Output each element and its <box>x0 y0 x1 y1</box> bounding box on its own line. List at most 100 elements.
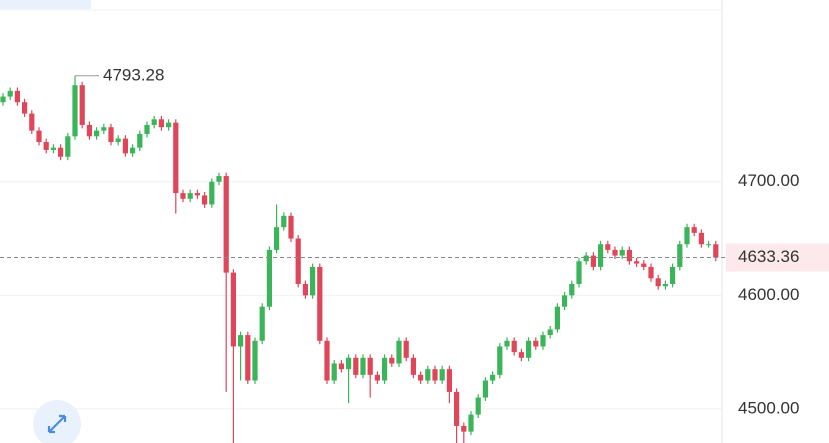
candle-body <box>187 193 193 199</box>
expand-icon[interactable] <box>47 414 67 434</box>
candle-body <box>648 266 654 279</box>
candle-body <box>65 136 71 157</box>
candle-body <box>346 357 352 370</box>
candle-body <box>598 244 604 267</box>
candle-body <box>295 238 301 284</box>
y-tick-label: 4700.00 <box>738 171 799 190</box>
candle-body <box>713 244 719 258</box>
candle-body <box>173 122 179 194</box>
candle-body <box>670 266 676 284</box>
candle-body <box>158 119 164 128</box>
candle-body <box>137 134 143 148</box>
candle-body <box>130 147 136 154</box>
candle-body <box>562 295 568 307</box>
candle-body <box>533 340 539 347</box>
expand-bg[interactable] <box>33 400 81 443</box>
last-price-label: 4633.36 <box>738 247 799 266</box>
candle-body <box>324 340 330 381</box>
candle-body <box>439 369 445 381</box>
candle-body <box>605 244 611 250</box>
candle-body <box>94 130 100 137</box>
candle-body <box>122 138 128 154</box>
candle-body <box>547 329 553 336</box>
max-label: 4793.28 <box>103 65 164 84</box>
candle-body <box>418 374 424 381</box>
candle-body <box>238 335 244 347</box>
candle-body <box>475 397 481 415</box>
candle-body <box>151 119 157 125</box>
candle-body <box>677 244 683 267</box>
candle-body <box>58 147 64 157</box>
candle-body <box>79 85 85 125</box>
candle-body <box>511 340 517 353</box>
candle-body <box>209 181 215 205</box>
candle-body <box>0 96 6 103</box>
candle-body <box>86 124 92 137</box>
candle-body <box>691 227 697 233</box>
candle-body <box>216 176 222 182</box>
candle-body <box>504 340 510 347</box>
candle-body <box>554 306 560 330</box>
candle-body <box>252 340 258 381</box>
candle-body <box>612 249 618 256</box>
candle-body <box>583 255 589 262</box>
candle-body <box>684 227 690 245</box>
candle-body <box>14 90 20 103</box>
candle-body <box>302 283 308 296</box>
candle-body <box>166 122 172 128</box>
candle-body <box>310 266 316 296</box>
candle-body <box>288 215 294 239</box>
candle-body <box>641 263 647 267</box>
candle-body <box>540 335 546 347</box>
candle-body <box>50 147 56 150</box>
candle-body <box>490 374 496 381</box>
candle-body <box>389 357 395 364</box>
candle-body <box>259 306 265 341</box>
candle-body <box>454 391 460 426</box>
candle-body <box>626 249 632 262</box>
y-tick-label: 4600.00 <box>738 285 799 304</box>
candle-body <box>497 346 503 375</box>
candle-body <box>526 340 532 358</box>
candle-body <box>202 195 208 205</box>
y-tick-label: 4500.00 <box>738 398 799 417</box>
candle-body <box>245 335 251 381</box>
candle-body <box>410 357 416 375</box>
candle-body <box>281 215 287 228</box>
candle-body <box>569 283 575 296</box>
candle-body <box>468 414 474 432</box>
top-tab <box>0 0 91 9</box>
expand-button[interactable] <box>33 400 81 443</box>
candle-body <box>29 113 35 131</box>
candle-body <box>223 176 229 273</box>
candle-body <box>706 244 712 246</box>
candle-body <box>382 357 388 381</box>
candle-body <box>115 138 121 142</box>
candle-body <box>396 340 402 364</box>
candle-body <box>43 141 49 150</box>
candle-body <box>144 124 150 135</box>
candle-body <box>634 261 640 264</box>
candle-body <box>425 369 431 381</box>
candle-body <box>619 249 625 256</box>
candle-body <box>518 352 524 358</box>
candle-body <box>360 357 366 375</box>
candle-body <box>698 232 704 245</box>
candle-body <box>7 90 13 97</box>
candle-body <box>72 85 78 137</box>
candle-body <box>230 272 236 347</box>
candle-body <box>576 261 582 284</box>
candle-body <box>317 266 323 341</box>
candle-body <box>403 340 409 358</box>
candle-body <box>353 357 359 375</box>
candle-body <box>432 369 438 381</box>
candle-body <box>662 283 668 287</box>
candle-body <box>108 127 114 142</box>
candle-body <box>338 363 344 370</box>
candle-body <box>180 193 186 199</box>
candle-body <box>446 369 452 392</box>
candle-body <box>374 374 380 381</box>
candle-body <box>655 278 661 287</box>
